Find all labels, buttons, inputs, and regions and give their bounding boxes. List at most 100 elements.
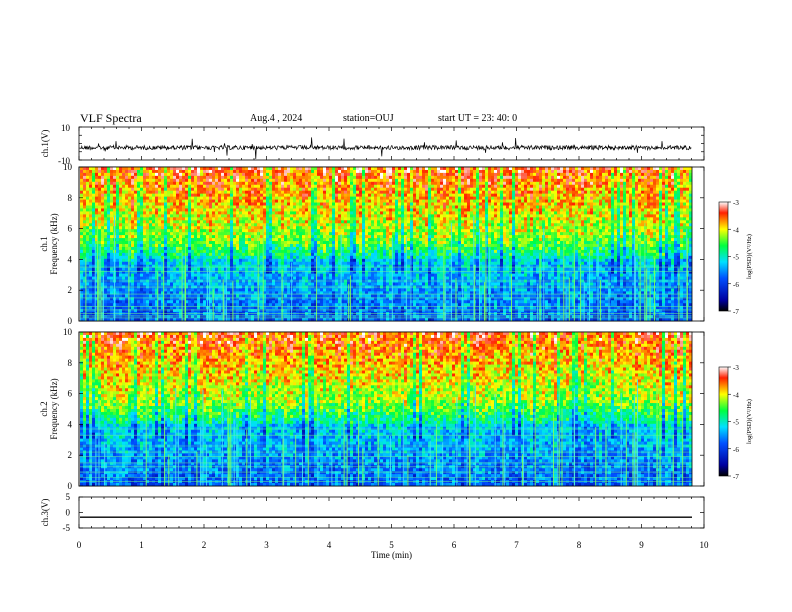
spectrogram-cell bbox=[251, 208, 255, 212]
spectrogram-cell bbox=[551, 229, 555, 233]
spectrogram-cell bbox=[365, 175, 369, 180]
spectrogram-cell bbox=[182, 232, 186, 236]
spectrogram-cell bbox=[380, 172, 384, 177]
spectrogram-cell bbox=[356, 208, 360, 212]
spectrogram-cell bbox=[80, 181, 84, 186]
spectrogram-cell bbox=[311, 226, 315, 230]
spectrogram-cell bbox=[548, 193, 552, 198]
spectrogram-cell bbox=[674, 184, 678, 189]
spectrogram-cell bbox=[491, 205, 495, 209]
spectrogram-cell bbox=[158, 199, 162, 203]
spectrogram-cell bbox=[98, 187, 102, 192]
spectrogram-cell bbox=[527, 175, 531, 180]
spectrogram-cell bbox=[362, 220, 366, 224]
spectrogram-cell bbox=[224, 187, 228, 192]
spectrogram-cell bbox=[302, 229, 306, 233]
spectrogram-cell bbox=[332, 172, 336, 177]
spectrogram-cell bbox=[341, 167, 345, 171]
spectrogram-cell bbox=[218, 167, 222, 171]
spectrogram-cell bbox=[263, 178, 267, 183]
spectrogram-cell bbox=[194, 167, 198, 171]
spectrogram-cell bbox=[257, 235, 261, 239]
spectrogram-cell bbox=[668, 217, 672, 221]
spectrogram-cell bbox=[641, 220, 645, 224]
spectrogram-cell bbox=[164, 208, 168, 212]
spectrogram-cell bbox=[356, 223, 360, 227]
spectrogram-cell bbox=[407, 217, 411, 221]
spectrogram-cell bbox=[119, 208, 123, 212]
spectrogram-cell bbox=[461, 205, 465, 209]
spectrogram-cell bbox=[143, 196, 147, 200]
spectrogram-cell bbox=[170, 211, 174, 215]
spectrogram-cell bbox=[293, 232, 297, 236]
spectrogram-cell bbox=[194, 208, 198, 212]
spectrogram-cell bbox=[527, 211, 531, 215]
spectrogram-cell bbox=[623, 226, 627, 230]
spectrogram-cell bbox=[344, 172, 348, 177]
spectrogram-cell bbox=[203, 220, 207, 224]
spectrogram-cell bbox=[563, 184, 567, 189]
spectrogram-cell bbox=[617, 169, 621, 174]
spectrogram-cell bbox=[116, 220, 120, 224]
spectrogram-cell bbox=[80, 229, 84, 233]
spectrogram-cell bbox=[305, 175, 309, 180]
spectrogram-cell bbox=[635, 175, 639, 180]
spectrogram-cell bbox=[578, 178, 582, 183]
spectrogram-cell bbox=[431, 199, 435, 203]
spectrogram-cell bbox=[239, 229, 243, 233]
spectrogram-cell bbox=[677, 226, 681, 230]
spectrogram-cell bbox=[674, 229, 678, 233]
spectrogram-cell bbox=[449, 178, 453, 183]
spectrogram-cell bbox=[440, 205, 444, 209]
spectrogram-cell bbox=[602, 205, 606, 209]
spectrogram-cell bbox=[443, 205, 447, 209]
spectrogram-cell bbox=[347, 223, 351, 227]
spectrogram-cell bbox=[245, 199, 249, 203]
spectrogram-cell bbox=[503, 175, 507, 180]
spectrogram-cell bbox=[206, 172, 210, 177]
spectrogram-cell bbox=[557, 167, 561, 171]
spectrogram-cell bbox=[185, 175, 189, 180]
spectrogram-cell bbox=[170, 217, 174, 221]
spectrogram-cell bbox=[116, 199, 120, 203]
spectrogram-cell bbox=[317, 205, 321, 209]
spectrogram-cell bbox=[659, 205, 663, 209]
spectrogram-cell bbox=[296, 220, 300, 224]
spectrogram-cell bbox=[227, 202, 231, 206]
spectrogram-cell bbox=[626, 172, 630, 177]
spectrogram-cell bbox=[239, 202, 243, 206]
spectrogram-cell bbox=[608, 199, 612, 203]
spectrogram-cell bbox=[410, 196, 414, 200]
spectrogram-cell bbox=[170, 190, 174, 195]
spectrogram-cell bbox=[590, 190, 594, 195]
spectrogram-cell bbox=[479, 193, 483, 198]
spectrogram-cell bbox=[575, 214, 579, 218]
spectrogram-cell bbox=[560, 196, 564, 200]
spectrogram-cell bbox=[578, 229, 582, 233]
spectrogram-cell bbox=[623, 193, 627, 198]
spectrogram-cell bbox=[350, 232, 354, 236]
spectrogram-cell bbox=[389, 175, 393, 180]
spectrogram-cell bbox=[551, 181, 555, 186]
spectrogram-cell bbox=[398, 217, 402, 221]
spectrogram-cell bbox=[293, 172, 297, 177]
spectrogram-cell bbox=[515, 196, 519, 200]
spectrogram-cell bbox=[266, 178, 270, 183]
spectrogram-cell bbox=[194, 181, 198, 186]
spectrogram-cell bbox=[467, 220, 471, 224]
spectrogram-cell bbox=[395, 211, 399, 215]
spectrogram-cell bbox=[443, 214, 447, 218]
spectrogram-cell bbox=[137, 220, 141, 224]
spectrogram-cell bbox=[98, 181, 102, 186]
spectrogram-cell bbox=[260, 199, 264, 203]
spectrogram-cell bbox=[149, 214, 153, 218]
spectrogram-cell bbox=[137, 184, 141, 189]
spectrogram-cell bbox=[551, 178, 555, 183]
spectrogram-cell bbox=[686, 184, 690, 189]
spectrogram-cell bbox=[647, 175, 651, 180]
spectrogram-cell bbox=[272, 196, 276, 200]
spectrogram-cell bbox=[455, 178, 459, 183]
spectrogram-cell bbox=[458, 187, 462, 192]
spectrogram-cell bbox=[332, 181, 336, 186]
spectrogram-cell bbox=[629, 193, 633, 198]
